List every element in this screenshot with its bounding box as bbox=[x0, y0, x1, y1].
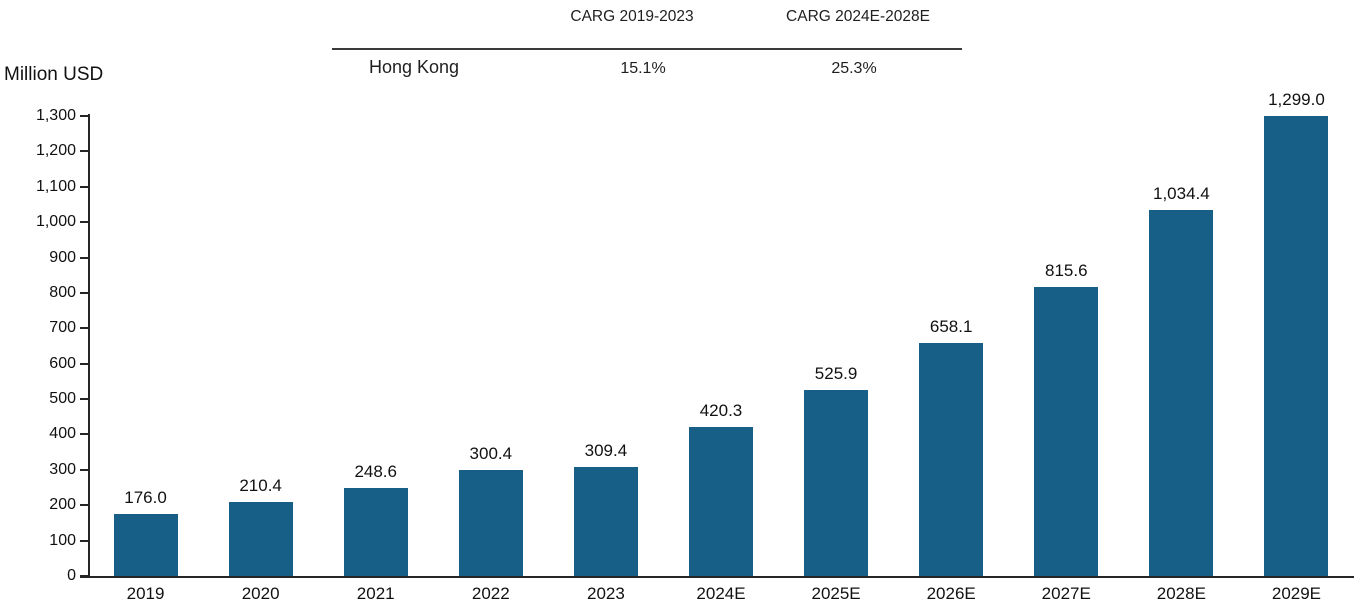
x-axis-label: 2028E bbox=[1156, 584, 1206, 603]
y-tick-label: 900 bbox=[49, 248, 76, 266]
y-tick-mark bbox=[80, 327, 88, 330]
y-tick-label: 1,200 bbox=[35, 142, 76, 160]
bar bbox=[573, 466, 638, 576]
y-tick-label: 600 bbox=[49, 354, 76, 372]
bar-value-label: 248.6 bbox=[354, 462, 397, 482]
y-tick-mark bbox=[80, 433, 88, 436]
x-axis-label: 2023 bbox=[586, 584, 625, 603]
y-tick-mark bbox=[80, 291, 88, 294]
cagr-2024e-2028e-header: CARG 2024E-2028E bbox=[786, 8, 930, 25]
bar bbox=[804, 389, 869, 576]
bar bbox=[113, 513, 178, 576]
y-tick-label: 1,000 bbox=[35, 213, 76, 231]
y-tick-label: 200 bbox=[49, 496, 76, 514]
bar bbox=[1034, 287, 1099, 576]
x-axis-label: 2019 bbox=[126, 584, 165, 603]
y-tick-mark bbox=[80, 256, 88, 259]
bar bbox=[458, 469, 523, 576]
bar bbox=[228, 501, 293, 576]
y-tick-label: 500 bbox=[49, 390, 76, 408]
y-tick-mark bbox=[80, 468, 88, 471]
bar bbox=[343, 488, 408, 576]
x-axis-line bbox=[80, 576, 1354, 578]
bar-value-label: 300.4 bbox=[469, 443, 513, 463]
x-axis-label: 2021 bbox=[356, 584, 395, 603]
y-tick-mark bbox=[80, 221, 88, 224]
cagr-2024e-2028e-value: 25.3% bbox=[831, 60, 877, 77]
y-tick-label: 1,100 bbox=[35, 177, 76, 195]
x-axis-label: 2020 bbox=[241, 584, 280, 603]
y-tick-mark bbox=[80, 150, 88, 153]
y-tick-label: 1,300 bbox=[35, 107, 76, 124]
bar-value-label: 1,034.4 bbox=[1152, 183, 1210, 203]
y-tick-mark bbox=[80, 398, 88, 401]
bar bbox=[919, 343, 984, 576]
y-tick-mark bbox=[80, 185, 88, 188]
x-axis-label: 2026E bbox=[926, 584, 976, 603]
bar-value-label: 815.6 bbox=[1044, 261, 1088, 281]
x-axis-label: 2027E bbox=[1041, 584, 1091, 603]
x-axis-label: 2022 bbox=[471, 584, 510, 603]
y-tick-mark bbox=[80, 115, 88, 117]
x-axis-label: 2029E bbox=[1271, 584, 1322, 603]
y-tick-label: 800 bbox=[49, 283, 76, 301]
y-tick-label: 700 bbox=[49, 319, 76, 337]
y-tick-label: 400 bbox=[49, 425, 76, 443]
cagr-2019-2023-value: 15.1% bbox=[620, 60, 666, 77]
bar-value-label: 525.9 bbox=[814, 363, 858, 383]
y-tick-label: 100 bbox=[49, 531, 76, 549]
bar bbox=[1264, 116, 1329, 576]
header-divider-line bbox=[332, 48, 962, 50]
bar bbox=[1149, 209, 1214, 576]
y-tick-label: 0 bbox=[67, 567, 76, 584]
x-axis-label: 2024E bbox=[696, 584, 746, 603]
region-row-label: Hong Kong bbox=[369, 57, 460, 77]
y-tick-mark bbox=[80, 504, 88, 507]
bar-value-label: 1,299.0 bbox=[1268, 90, 1325, 110]
y-tick-mark bbox=[80, 362, 88, 365]
y-tick-mark bbox=[80, 575, 88, 577]
y-axis-line bbox=[88, 114, 90, 578]
y-tick-mark bbox=[80, 539, 88, 542]
bar bbox=[689, 427, 753, 576]
bar-value-label: 658.1 bbox=[929, 317, 973, 337]
bar-value-label: 309.4 bbox=[584, 440, 628, 460]
y-tick-label: 300 bbox=[49, 460, 76, 478]
y-axis-unit-label: Million USD bbox=[4, 64, 104, 85]
x-axis-label: 2025E bbox=[811, 584, 861, 603]
bar-value-label: 210.4 bbox=[239, 475, 282, 495]
bar-value-label: 176.0 bbox=[124, 487, 167, 507]
bar-value-label: 420.3 bbox=[699, 401, 743, 421]
cagr-2019-2023-header: CARG 2019-2023 bbox=[570, 8, 694, 25]
